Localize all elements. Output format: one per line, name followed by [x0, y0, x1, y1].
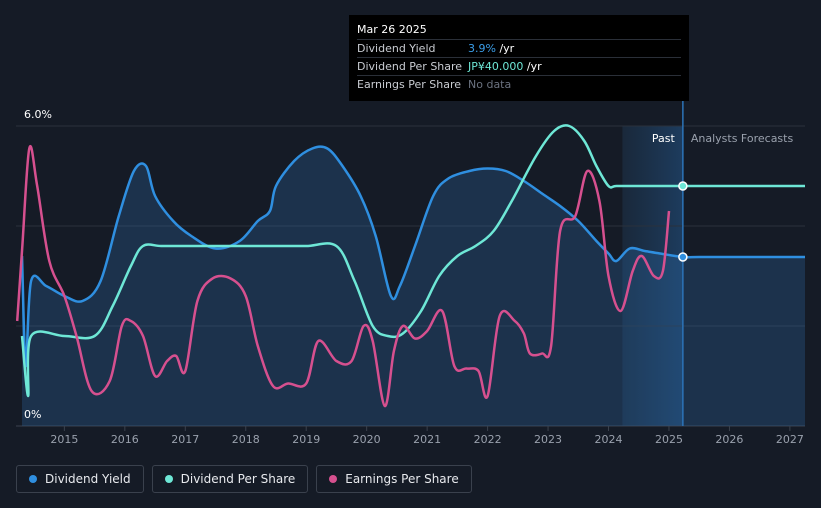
x-tick-label: 2023 [534, 433, 562, 446]
dot-icon [164, 475, 173, 483]
x-tick-label: 2019 [292, 433, 320, 446]
series-line-dividend-yield [20, 145, 805, 368]
tooltip-label: Dividend Yield [357, 42, 436, 55]
forecast-label: Analysts Forecasts [691, 132, 794, 145]
x-tick-label: 2015 [50, 433, 78, 446]
x-tick-label: 2017 [171, 433, 199, 446]
tooltip-unit: /yr [523, 60, 542, 73]
x-tick-label: 2026 [715, 433, 743, 446]
tooltip-row-eps: Earnings Per Share No data [357, 75, 681, 93]
x-tick-label: 2024 [595, 433, 623, 446]
y-tick-label: 6.0% [24, 108, 52, 121]
legend-label: Earnings Per Share [345, 472, 459, 486]
tooltip-label: Dividend Per Share [357, 60, 463, 73]
series-lines [15, 124, 805, 408]
legend-dividend-per-share[interactable]: Dividend Per Share [151, 465, 309, 493]
y-axis: 6.0% 0% [24, 108, 52, 421]
legend-label: Dividend Per Share [180, 472, 296, 486]
hover-marker [678, 252, 688, 262]
past-label: Past [652, 132, 676, 145]
tooltip-label: Earnings Per Share [357, 78, 462, 91]
tooltip-value: No data [468, 78, 512, 91]
legend-label: Dividend Yield [45, 472, 131, 486]
y-tick-label: 0% [24, 408, 41, 421]
x-tick-label: 2021 [413, 433, 441, 446]
tooltip-unit: /yr [495, 42, 515, 55]
x-tick-label: 2020 [353, 433, 381, 446]
series-line-earnings-per-share [15, 144, 671, 408]
legend-dividend-yield[interactable]: Dividend Yield [16, 465, 144, 493]
x-tick-label: 2022 [474, 433, 502, 446]
x-tick-label: 2018 [232, 433, 260, 446]
x-tick-label: 2016 [111, 433, 139, 446]
x-axis: 2015 2016 2017 2018 2019 2020 2021 2022 2023 2024… [50, 426, 804, 446]
legend: Dividend Yield Dividend Per Share Earnin… [16, 465, 472, 495]
tooltip-date: Mar 26 2025 [357, 23, 427, 36]
tooltip: Mar 26 2025 Dividend Yield 3.9% /yr Divi… [349, 15, 689, 101]
x-tick-label: 2025 [655, 433, 683, 446]
series-line-dividend-per-share [20, 124, 805, 398]
tooltip-row-yield: Dividend Yield 3.9% /yr [357, 39, 681, 57]
dividend-yield-area [22, 146, 805, 426]
hover-markers [678, 181, 688, 262]
tooltip-row-dps: Dividend Per Share JP¥40.000 /yr [357, 57, 681, 75]
tooltip-value: JP¥40.000 [468, 60, 524, 73]
hover-marker [678, 181, 688, 191]
tooltip-value: 3.9% [468, 42, 496, 55]
dot-icon [329, 475, 338, 483]
x-tick-label: 2027 [776, 433, 804, 446]
legend-earnings-per-share[interactable]: Earnings Per Share [316, 465, 472, 493]
dot-icon [29, 475, 37, 483]
